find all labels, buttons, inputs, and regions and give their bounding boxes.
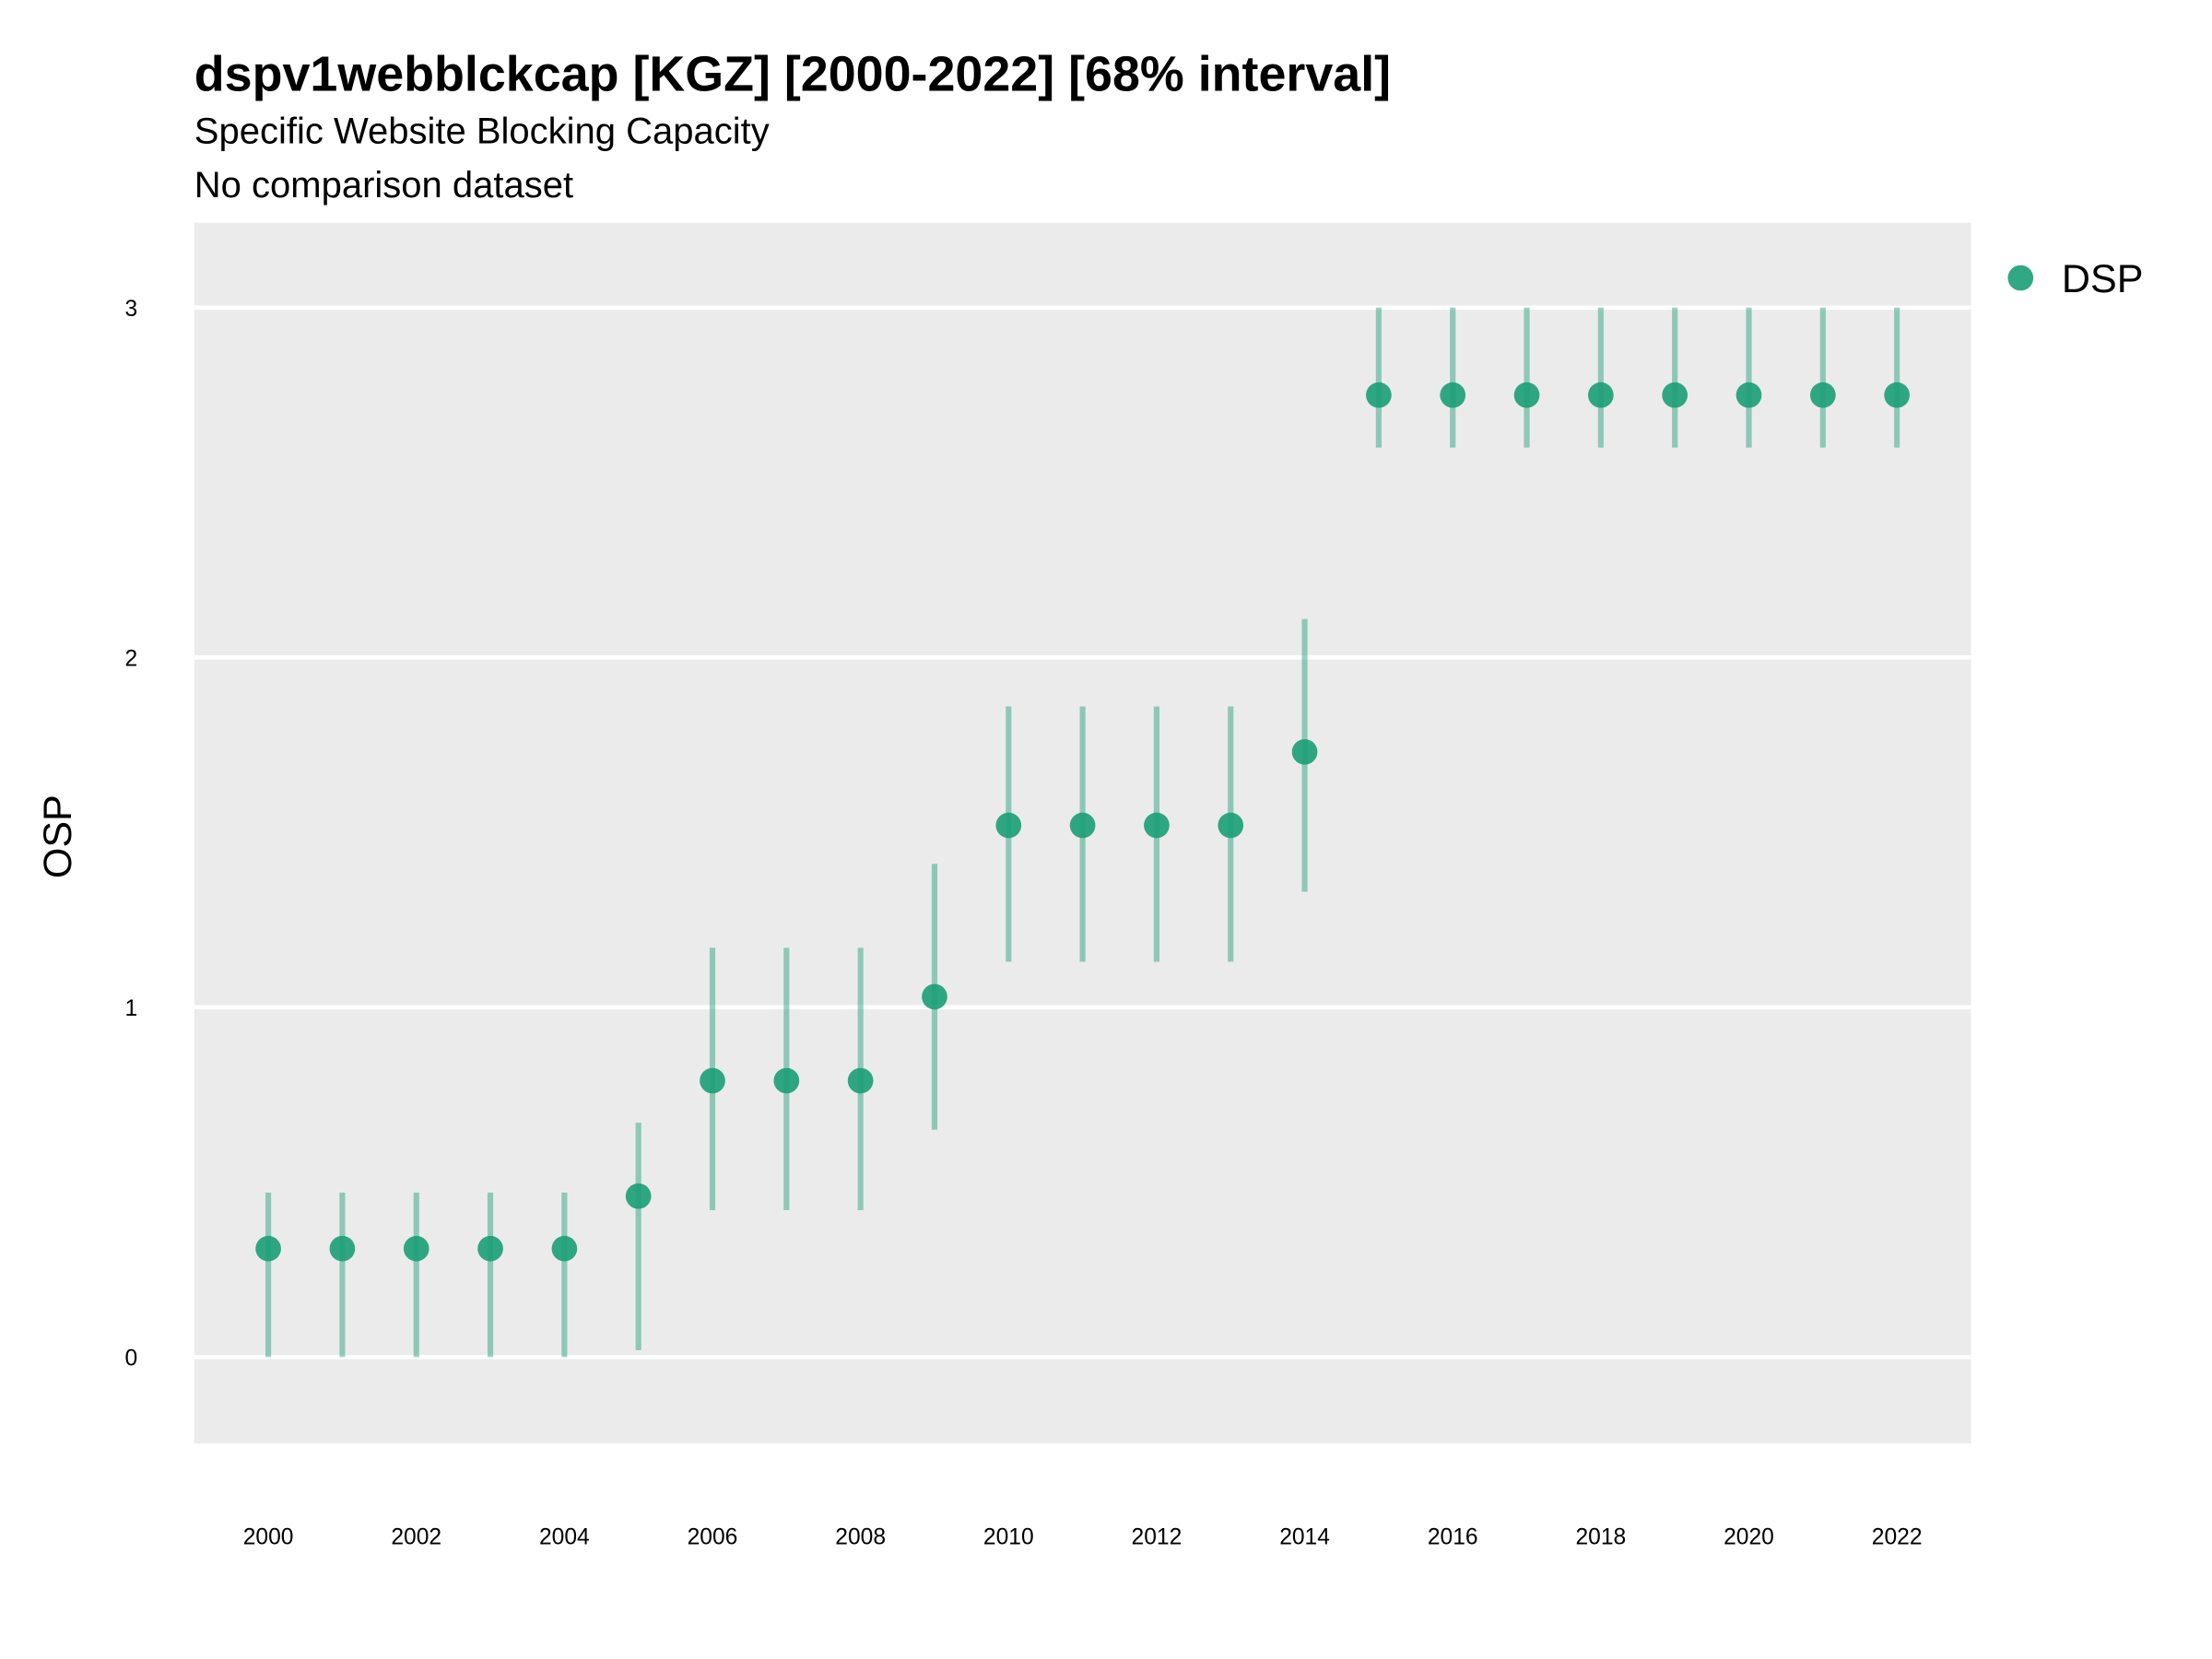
legend-key-dsp (2007, 265, 2034, 291)
data-point (1144, 812, 1170, 839)
data-point (625, 1182, 652, 1209)
x-tick-label: 2006 (688, 1524, 738, 1549)
y-tick-label: 1 (125, 996, 138, 1021)
data-point (847, 1067, 874, 1094)
data-point (1884, 382, 1910, 408)
data-point (1218, 812, 1244, 839)
y-tick-label: 3 (125, 297, 138, 322)
data-point (1291, 738, 1318, 765)
legend-label-dsp: DSP (2062, 257, 2144, 301)
data-point (329, 1235, 356, 1262)
chart-caption: No comparison dataset (194, 165, 573, 206)
x-tick-label: 2010 (983, 1524, 1034, 1549)
y-axis-ticks: 0 1 2 3 (125, 297, 138, 1371)
data-point (1513, 382, 1540, 408)
x-tick-label: 2018 (1575, 1524, 1626, 1549)
x-tick-label: 2014 (1279, 1524, 1330, 1549)
data-point (1440, 382, 1466, 408)
data-point (403, 1235, 429, 1262)
data-point (1662, 382, 1688, 408)
x-axis-ticks: 2000 2002 2004 2006 2008 2010 2012 2014 2016 2018… (243, 1524, 1923, 1549)
data-marks (255, 307, 1910, 1358)
x-tick-label: 2020 (1724, 1524, 1774, 1549)
data-point (1366, 382, 1392, 408)
data-point (477, 1235, 503, 1262)
y-tick-label: 0 (125, 1347, 138, 1371)
data-point (700, 1067, 725, 1094)
data-point (1735, 382, 1762, 408)
x-tick-label: 2008 (835, 1524, 886, 1549)
data-point (922, 983, 947, 1010)
data-point (551, 1235, 578, 1262)
x-tick-label: 2004 (539, 1524, 590, 1549)
data-point (773, 1067, 800, 1094)
x-tick-label: 2012 (1132, 1524, 1182, 1549)
data-point (255, 1235, 281, 1262)
data-point (1069, 812, 1096, 839)
data-point (1588, 382, 1614, 408)
data-point (1809, 382, 1836, 408)
legend: DSP (2007, 257, 2143, 301)
x-tick-label: 2000 (243, 1524, 294, 1549)
chart-title: dspv1webblckcap [KGZ] [2000-2022] [68% i… (194, 46, 1391, 101)
y-axis-label: OSP (36, 794, 80, 878)
chart-subtitle: Specific Website Blocking Capacity (194, 111, 770, 151)
data-point (995, 812, 1022, 839)
x-tick-label: 2002 (391, 1524, 441, 1549)
grid-lines (194, 305, 1971, 1359)
x-tick-label: 2016 (1428, 1524, 1478, 1549)
x-tick-label: 2022 (1872, 1524, 1923, 1549)
y-tick-label: 2 (125, 647, 138, 672)
